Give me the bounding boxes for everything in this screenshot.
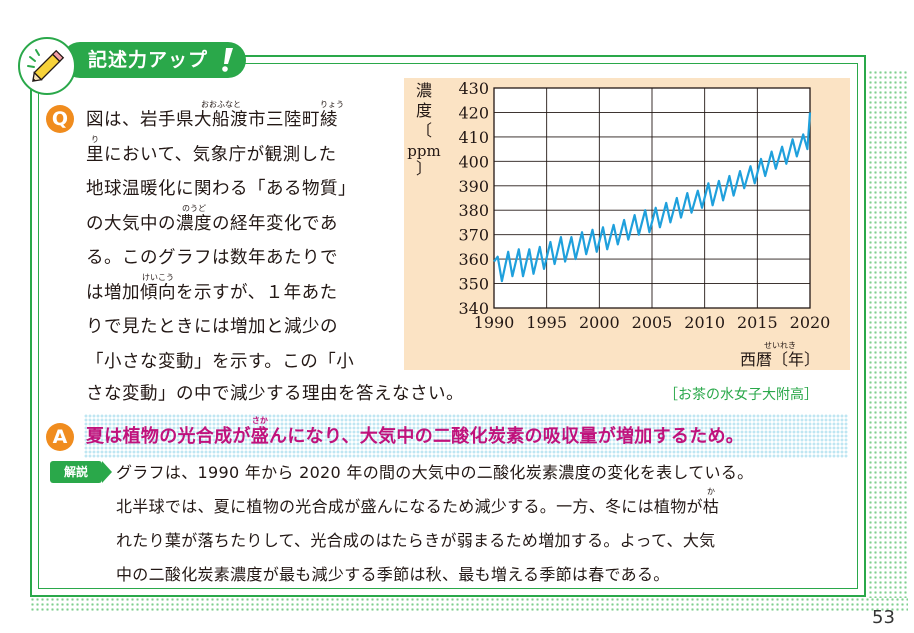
explanation-label: 解説 [50,461,102,483]
question-text: 「小さな変動」を示す。この「小 [86,351,355,372]
explanation-text: 北半球では、夏に植物の光合成が盛んになるため減少する。一方、冬には植物が [116,497,703,516]
x-tick-label: 2015 [737,313,778,332]
y-tick-label: 390 [458,177,489,196]
pencil-icon [27,49,65,82]
furigana: りょう [320,100,344,109]
explanation-arrow-icon [102,461,112,483]
inner-frame [38,63,858,589]
explanation-line: グラフは、1990 年から 2020 年の間の大気中の二酸化炭素濃度の変化を表し… [116,456,856,490]
explanation-line: 北半球では、夏に植物の光合成が盛んになるため減少する。一方、冬には植物がか枯 [116,488,856,524]
furigana: か [706,487,715,496]
ruby-base: 綾 [320,110,338,130]
exclamation-icon [222,48,233,72]
ruby-word: か枯 [702,488,720,517]
question-line: は増加 けいこう 傾向を示すが、１年あた [86,273,398,311]
furigana: おおふなと [201,100,241,109]
explanation-text: グラフは、1990 年から 2020 年の間の大気中の二酸化炭素濃度の変化を表し… [116,456,856,592]
x-tick-label: 2020 [790,313,831,332]
ruby-base: 枯 [702,497,720,516]
x-tick-label: 1995 [526,313,567,332]
furigana: けいこう [142,272,174,282]
y-tick-label: 430 [458,79,489,98]
ruby-word: さか盛 [250,417,270,448]
x-tick-label: 1990 [474,313,515,332]
furigana: り [91,134,99,144]
explanation-line: 中の二酸化炭素濃度が最も減少する季節は秋、最も増える季節は春である。 [116,558,856,592]
question-last-line: さな変動」の中で減少する理由を答えなさい。 [86,384,464,404]
question-line: 「小さな変動」を示す。この「小 [86,345,398,380]
explanation-text: 中の二酸化炭素濃度が最も減少する季節は秋、最も増える季節は春である。 [116,565,670,584]
x-axis-label-ruby: せいれき [764,341,796,350]
question-badge: Q [46,105,74,133]
ruby-word: おおふなと 大船渡 [194,101,248,131]
furigana: さか [251,416,268,425]
answer-text: 夏は植物の光合成が さか 盛んになり、大気中の二酸化炭素の吸収量が増加するため。 [86,417,745,454]
question-text: 図は、岩手県 おおふなと 大船渡市三陸町 りょう綾り里において、気象庁が観測した 地球温… [86,101,398,380]
y-tick-label: 420 [458,103,489,122]
y-tick-label: 360 [458,250,489,269]
dot-pattern-right [868,70,908,598]
furigana: のうど [182,203,206,213]
source-label: ［お茶の水女子大附高］ [664,387,818,403]
page-number: 53 [872,607,895,628]
ruby-word: けいこう 傾向 [140,273,176,303]
dot-pattern-bottom [30,597,908,611]
question-text: の経年変化であ [212,213,338,234]
question-line: の大気中の のうど 濃度の経年変化であ [86,204,398,242]
ruby-base: 傾向 [140,282,176,303]
question-text: 市三陸町 [248,110,320,130]
y-tick-label: 370 [458,226,489,245]
pencil-badge [18,37,76,95]
y-tick-label: 350 [458,275,489,294]
co2-series-line [493,112,812,283]
answer-highlight [84,414,848,458]
question-text: を示すが、１年あた [176,282,338,303]
y-tick-label: 340 [458,299,489,318]
answer-text: んになり、大気中の二酸化炭素の吸収量が増加するため。 [269,426,745,447]
question-text: りで見たときには増加と減少の [86,317,338,337]
co2-chart: 1990 1995 2000 2005 2010 2015 2020 340 350 360 370… [407,79,831,369]
y-tick-label: 410 [458,128,489,147]
explanation-text: グラフは、1990 年から 2020 年の間の大気中の二酸化炭素濃度の変化を表し… [116,463,754,482]
question-line: りで見たときには増加と減少の [86,310,398,345]
y-tick-label: 400 [458,152,489,171]
y-tick-label: 380 [458,201,489,220]
question-line: 地球温暖化に関わる「ある物質」 [86,172,398,207]
question-line: り里において、気象庁が観測した [86,135,398,173]
explanation-line: れたり葉が落ちたりして、光合成のはたらきが弱まるため増加する。よって、大気 [116,524,856,558]
question-text: 図は、岩手県 [86,110,194,130]
chart-panel: 1990 1995 2000 2005 2010 2015 2020 340 350 360 370… [404,78,850,370]
answer-badge: A [46,423,74,451]
ruby-base: 里 [86,144,104,165]
y-axis-label: 濃度〔 ppm 〕 [407,81,440,178]
answer-text: 夏は植物の光合成が [86,426,251,447]
section-banner: 記述力アップ [62,42,246,78]
question-text: は増加 [86,282,140,303]
ruby-word: り里 [86,135,104,165]
explanation-text: れたり葉が落ちたりして、光合成のはたらきが弱まるため増加する。よって、大気 [116,531,716,550]
question-text: る。このグラフは数年あたりで [86,248,338,268]
ruby-base: 大船渡 [194,110,248,130]
ruby-word: のうど 濃度 [176,204,212,234]
question-text: の大気中の [86,213,176,234]
question-text: において、気象庁が観測した [104,144,337,165]
x-axis-label: 西暦〔年〕 [740,350,820,369]
x-tick-label: 2010 [684,313,725,332]
ruby-base: 濃度 [176,213,212,234]
banner-title: 記述力アップ [88,49,209,71]
question-line: る。このグラフは数年あたりで [86,241,398,276]
ruby-word: りょう綾 [320,101,344,131]
question-text: 地球温暖化に関わる「ある物質」 [86,179,356,199]
ruby-base: 盛 [250,426,270,447]
x-tick-label: 2005 [632,313,673,332]
question-line: 図は、岩手県 おおふなと 大船渡市三陸町 りょう綾 [86,101,398,138]
x-tick-label: 2000 [579,313,620,332]
